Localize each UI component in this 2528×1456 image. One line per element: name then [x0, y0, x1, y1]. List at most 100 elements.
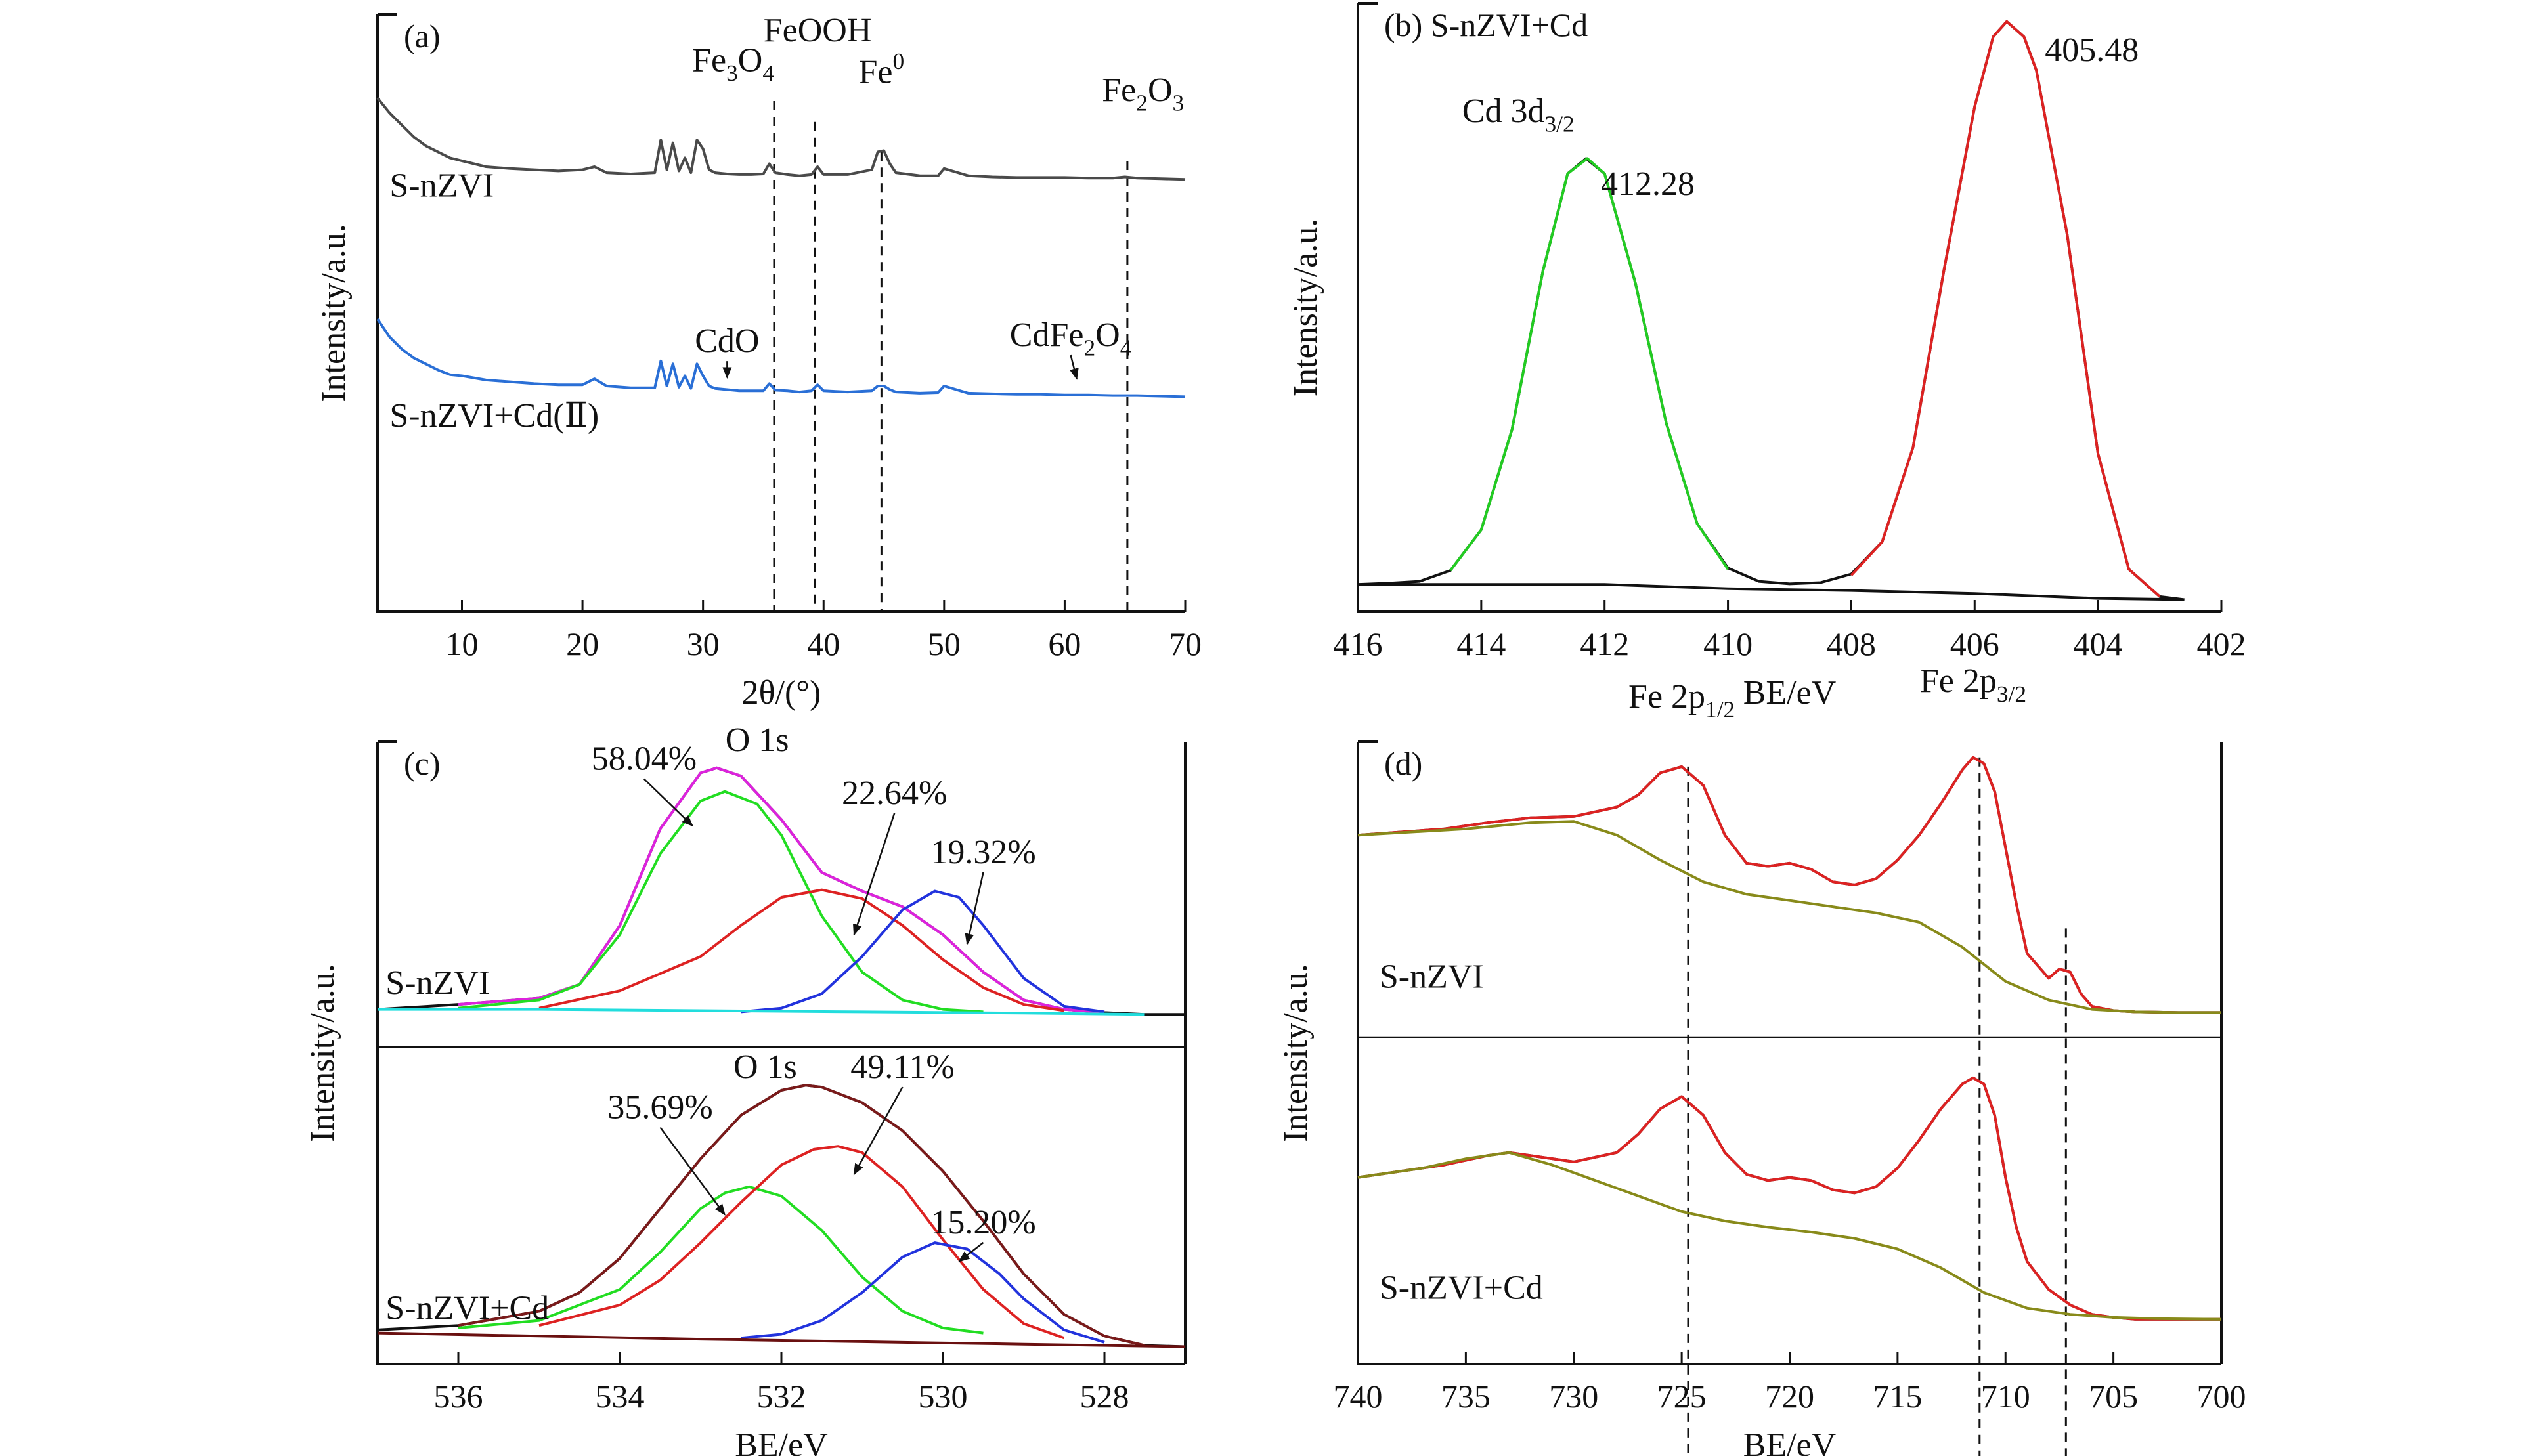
series-label: S-nZVI+Cd(Ⅱ) — [389, 397, 599, 435]
x-tick-label: 532 — [757, 1378, 806, 1415]
annotation-label: Fe 2p1/2 — [1628, 678, 1735, 723]
panel-c: 536 534 532 530 528 BE/eV Intensity/a.u. (c) S-n… — [304, 721, 1187, 1456]
x-tick-label: 730 — [1549, 1378, 1598, 1415]
series-line — [741, 1241, 1105, 1344]
series-line — [377, 1331, 1186, 1348]
series-label: S-nZVI+Cd — [1380, 1269, 1543, 1306]
x-tick-label: 414 — [1456, 626, 1506, 662]
x-tick-label: 536 — [434, 1378, 483, 1415]
x-tick-label: 40 — [807, 626, 840, 662]
x-axis-label: 2θ/(°) — [742, 674, 821, 712]
annotation-label: Fe 2p3/2 — [1920, 662, 2026, 707]
x-tick-label: 412 — [1580, 626, 1629, 662]
annotation-label: Fe3O4 — [692, 41, 774, 86]
annotation-label: Cd 3d3/2 — [1462, 93, 1575, 137]
annotation-arrow — [853, 1086, 904, 1176]
series-line — [538, 1145, 1065, 1340]
x-tick-label: 406 — [1950, 626, 1999, 662]
annotation-arrow — [958, 1241, 984, 1262]
series-line — [741, 889, 1105, 1014]
series-line — [378, 1008, 1145, 1016]
x-tick-label: 528 — [1080, 1378, 1129, 1415]
panel-label: (c) — [404, 745, 441, 782]
axis-frame — [376, 14, 1185, 613]
series-line — [1850, 20, 2161, 598]
y-axis-label: Intensity/a.u. — [1287, 219, 1324, 397]
annotation-arrow — [643, 778, 693, 827]
y-axis-label: Intensity/a.u. — [315, 224, 353, 402]
annotation-label: FeOOH — [764, 12, 872, 49]
x-axis-label: BE/eV — [1743, 674, 1837, 712]
series-label: S-nZVI — [389, 167, 494, 205]
annotation-label: 22.64% — [842, 775, 947, 812]
x-tick-label: 720 — [1765, 1378, 1814, 1415]
annotation-label: CdO — [695, 322, 759, 360]
x-tick-label: 534 — [596, 1378, 645, 1415]
y-axis-label: Intensity/a.u. — [304, 964, 341, 1142]
x-axis-label: BE/eV — [735, 1426, 828, 1456]
annotation-arrow — [1070, 354, 1079, 380]
annotation-label: 412.28 — [1601, 165, 1695, 203]
series-line — [1357, 1151, 2222, 1321]
annotation-label: O 1s — [733, 1048, 797, 1086]
annotation-label: 19.32% — [930, 834, 1035, 871]
x-tick-label: 725 — [1657, 1378, 1707, 1415]
panel-label: (a) — [404, 18, 441, 54]
y-axis-label: Intensity/a.u. — [1277, 964, 1315, 1142]
x-tick-label: 710 — [1981, 1378, 2030, 1415]
series-line — [458, 1185, 984, 1335]
annotation-label: 58.04% — [592, 740, 697, 778]
x-tick-label: 20 — [566, 626, 599, 662]
x-tick-label: 402 — [2197, 626, 2246, 662]
x-tick-label: 735 — [1441, 1378, 1491, 1415]
x-tick-label: 530 — [919, 1378, 968, 1415]
panel-b: 416 414 412 410 408 406 404 402 BE/eV Intensity/a… — [1287, 0, 2246, 712]
panel-d: 740 735 730 725 720 715 710 705 700 BE/eV Intensit… — [1277, 662, 2246, 1456]
x-tick-label: 740 — [1334, 1378, 1383, 1415]
x-tick-label: 410 — [1703, 626, 1753, 662]
series-line — [377, 766, 1185, 1016]
x-tick-label: 408 — [1827, 626, 1876, 662]
x-tick-label: 404 — [2074, 626, 2123, 662]
panel-label: (d) — [1384, 745, 1422, 782]
series-label: S-nZVI+Cd — [385, 1290, 549, 1327]
annotation-label: CdFe2O4 — [1010, 316, 1132, 361]
annotation-arrow — [853, 813, 896, 936]
x-axis-label: BE/eV — [1743, 1426, 1837, 1456]
x-tick-label: 70 — [1169, 626, 1202, 662]
annotation-label: Fe2O3 — [1102, 72, 1184, 116]
annotation-label: 35.69% — [607, 1089, 712, 1126]
axis-frame — [376, 742, 1185, 1365]
series-line — [1357, 1076, 2221, 1321]
annotation-arrow — [965, 872, 984, 945]
x-tick-label: 705 — [2089, 1378, 2138, 1415]
series-line — [1449, 157, 1730, 572]
series-line — [1357, 756, 2221, 1014]
series-line — [458, 766, 1105, 1014]
series-line — [458, 1084, 1145, 1347]
annotation-label: Fe0 — [859, 48, 905, 91]
x-tick-label: 715 — [1873, 1378, 1922, 1415]
series-line — [458, 790, 984, 1014]
annotation-arrow — [659, 1126, 726, 1216]
annotation-label: 405.48 — [2045, 32, 2139, 69]
x-tick-label: 10 — [446, 626, 479, 662]
x-tick-label: 30 — [687, 626, 720, 662]
annotation-label: 49.11% — [850, 1048, 954, 1086]
series-line — [376, 97, 1186, 181]
series-line — [1357, 820, 2221, 1014]
annotation-label: Cd 3d5/2 — [1950, 0, 2062, 3]
annotation-label: O 1s — [726, 721, 789, 759]
x-tick-label: 50 — [928, 626, 961, 662]
series-line — [376, 318, 1186, 398]
series-line — [538, 888, 1064, 1012]
panel-label: (b) S-nZVI+Cd — [1384, 7, 1588, 43]
series-line — [1358, 583, 2185, 601]
x-tick-label: 700 — [2197, 1378, 2246, 1415]
annotation-label: 15.20% — [930, 1204, 1035, 1241]
x-tick-label: 60 — [1048, 626, 1081, 662]
panel-a: 10 20 30 40 50 60 70 2θ/(°) Intensity/a.u. (a) S-n… — [315, 12, 1202, 712]
series-line — [1357, 756, 2221, 1014]
x-tick-label: 416 — [1334, 626, 1383, 662]
